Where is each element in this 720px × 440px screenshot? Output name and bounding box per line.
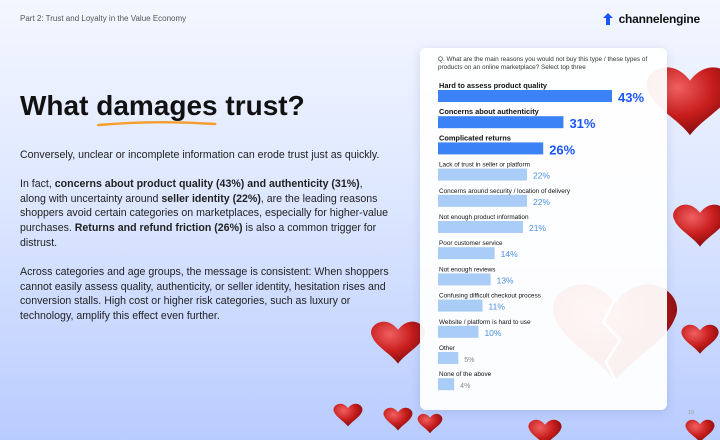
heart-icon [685, 419, 715, 440]
paragraph-findings: In fact, concerns about product quality … [20, 177, 390, 251]
bar-category-label: Other [439, 345, 456, 352]
heart-icon [333, 403, 363, 427]
findings-bold-1: concerns about product quality (43%) and… [54, 177, 360, 190]
bar-category-label: Not enough product information [439, 214, 529, 221]
bar-value-label: 4% [460, 383, 470, 390]
bar-category-label: Poor customer service [439, 240, 503, 247]
bar [438, 142, 544, 155]
heart-icon [681, 324, 719, 354]
bar-value-label: 26% [549, 142, 575, 157]
bar-value-label: 22% [533, 171, 550, 181]
bar-value-label: 13% [497, 275, 514, 285]
bar-value-label: 31% [569, 116, 595, 131]
findings-text-2: , along with uncertainty around [20, 177, 363, 205]
bar-category-label: Concerns around security / location of d… [439, 188, 571, 195]
paragraph-conclusion: Across categories and age groups, the me… [20, 265, 389, 323]
body-copy: Conversely, unclear or incomplete inform… [20, 148, 390, 338]
page-number: 10 [687, 410, 694, 416]
brand-name: channelengine [618, 12, 701, 26]
bar [438, 378, 455, 391]
bar [438, 90, 612, 102]
bar-category-label: Complicated returns [439, 133, 511, 142]
bar-value-label: 10% [484, 328, 501, 338]
findings-bold-3: Returns and refund friction (26%) [74, 222, 243, 235]
bar-category-label: None of the above [439, 371, 492, 378]
findings-text-3: , are the leading reasons shoppers avoid… [20, 192, 389, 235]
section-label: Part 2: Trust and Loyalty in the Value E… [20, 14, 187, 23]
findings-text-4: is also a common trigger for distrust. [20, 222, 377, 249]
bar [438, 273, 491, 286]
underline-swoosh [97, 121, 217, 127]
bar-value-label: 43% [618, 90, 644, 105]
heart-icon [417, 413, 443, 434]
bar [438, 116, 564, 129]
bar-value-label: 21% [529, 223, 546, 233]
page-title: What damages trust? [20, 90, 305, 127]
chart-question: Q. What are the main reasons you would n… [438, 56, 648, 72]
bar-category-label: Hard to assess product quality [439, 81, 548, 90]
bar [438, 325, 479, 338]
bar-value-label: 22% [533, 197, 550, 207]
heart-icon [383, 407, 413, 431]
survey-chart-panel: Q. What are the main reasons you would n… [420, 48, 667, 410]
findings-text-1: In fact, [20, 177, 55, 190]
bar-category-label: Concerns about authenticity [439, 107, 540, 116]
findings-bold-2: seller identity (22%) [161, 192, 261, 205]
bar-category-label: Not enough reviews [439, 266, 495, 273]
brand-logo[interactable]: channelengine [601, 12, 700, 26]
bar [438, 221, 523, 233]
title-emphasis: damages [96, 90, 218, 127]
title-suffix: trust? [217, 90, 305, 121]
title-emphasis-text: damages [96, 90, 218, 121]
channelengine-logo-icon [602, 13, 613, 25]
bar [438, 352, 459, 364]
heart-icon [528, 419, 562, 440]
bar-category-label: Website / platform is hard to use [439, 319, 531, 326]
bar-value-label: 14% [501, 249, 518, 259]
bar-chart: Hard to assess product quality 43% Concern… [438, 81, 644, 391]
bar [438, 168, 528, 181]
title-prefix: What [20, 90, 97, 121]
bar-category-label: Lack of trust in seller or platform [439, 162, 530, 169]
heart-icon [673, 204, 720, 247]
bar [438, 299, 483, 312]
bar-value-label: 5% [464, 357, 474, 364]
bar [438, 247, 495, 260]
paragraph-intro: Conversely, unclear or incomplete inform… [20, 149, 380, 161]
bar-value-label: 11% [489, 302, 506, 312]
bar-category-label: Confusing difficult checkout process [439, 293, 541, 300]
bar [438, 194, 528, 207]
